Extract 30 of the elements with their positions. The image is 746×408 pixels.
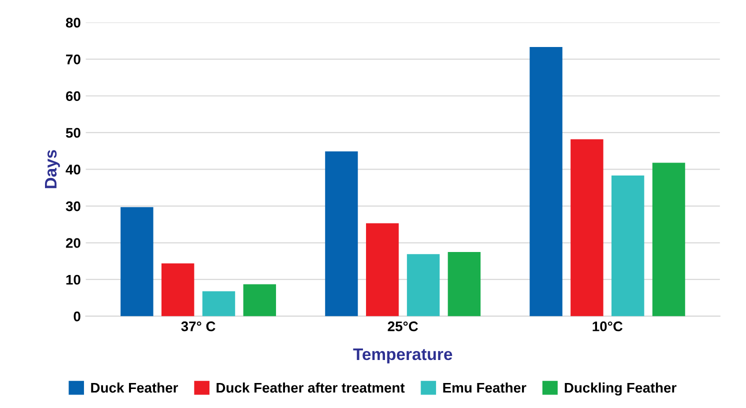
bar (652, 162, 686, 316)
legend-label: Duck Feather after treatment (216, 382, 405, 393)
bar (161, 263, 194, 316)
y-tick-label: 60 (66, 91, 80, 102)
bar (570, 139, 604, 316)
bar (366, 223, 399, 316)
x-axis-title: Temperature (353, 348, 452, 364)
x-tick-label: 25°C (388, 321, 418, 332)
y-tick-label: 0 (74, 312, 80, 322)
bar (611, 176, 644, 316)
y-tick-label: 70 (66, 54, 80, 64)
legend-label: Duck Feather (91, 382, 178, 393)
y-tick-label: 50 (66, 128, 80, 138)
bar (530, 47, 562, 316)
bar (325, 151, 358, 316)
x-tick-label: 37° C (181, 321, 216, 332)
y-axis-title: Days (45, 150, 60, 188)
legend-label: Emu Feather (443, 382, 526, 393)
bar (448, 252, 481, 316)
legend-label: Duckling Feather (564, 382, 676, 396)
y-tick-label: 10 (66, 274, 80, 285)
bar (202, 291, 236, 316)
y-tick-label: 20 (66, 238, 80, 248)
bar (120, 207, 154, 316)
y-tick-label: 40 (66, 164, 80, 174)
y-tick-label: 80 (66, 18, 80, 28)
x-tick-label: 10°C (592, 321, 623, 332)
y-tick-label: 30 (66, 201, 80, 212)
bar (406, 254, 440, 316)
bar (243, 284, 276, 316)
